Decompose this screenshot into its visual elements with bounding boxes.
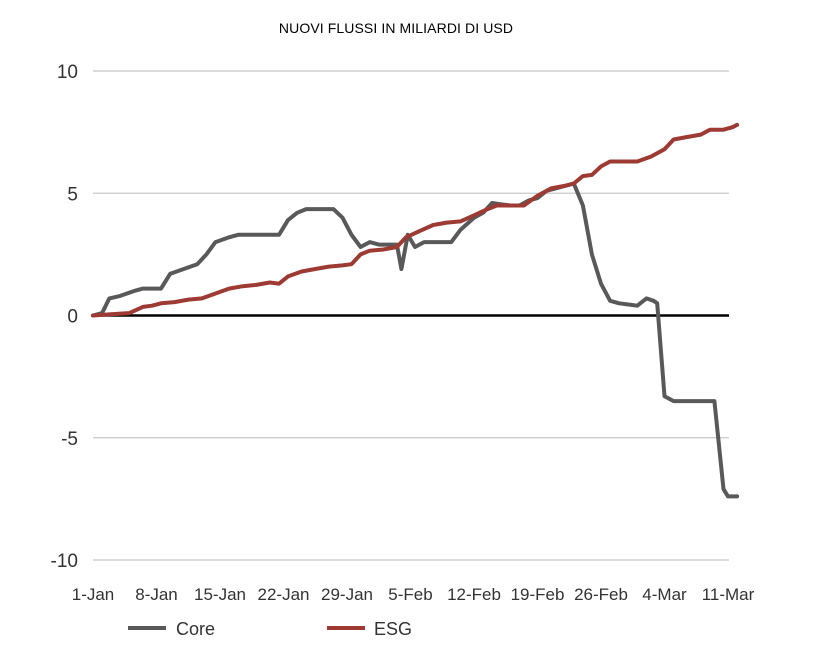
y-tick-label: 5 <box>67 184 78 205</box>
x-tick-label: 5-Feb <box>388 585 432 604</box>
series-line-esg <box>91 122 740 318</box>
x-tick-label: 29-Jan <box>321 585 373 604</box>
y-tick-label: -10 <box>51 551 78 572</box>
chart-title: NUOVI FLUSSI IN MILIARDI DI USD <box>278 20 514 36</box>
x-tick-label: 26-Feb <box>574 585 628 604</box>
x-tick-label: 12-Feb <box>447 585 501 604</box>
x-tick-label: 22-Jan <box>258 585 310 604</box>
series-line-core <box>91 181 740 499</box>
y-tick-label: -5 <box>61 429 78 450</box>
x-tick-label: 8-Jan <box>135 585 178 604</box>
x-tick-label: 19-Feb <box>511 585 565 604</box>
legend-label-core: Core <box>176 619 215 639</box>
x-tick-label: 15-Jan <box>194 585 246 604</box>
x-tick-label: 1-Jan <box>72 585 115 604</box>
y-tick-label: 10 <box>57 62 78 83</box>
x-tick-label: 11-Mar <box>702 585 755 604</box>
y-tick-label: 0 <box>67 307 78 328</box>
legend-label-esg: ESG <box>374 619 412 639</box>
x-tick-label: 4-Mar <box>642 585 687 604</box>
